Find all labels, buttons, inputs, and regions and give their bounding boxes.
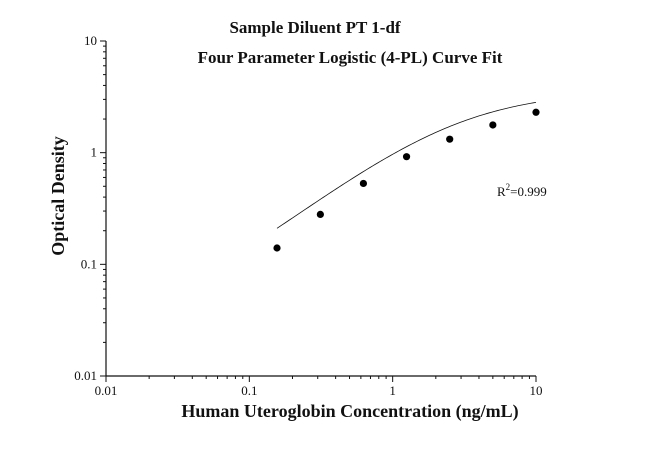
x-tick-label: 1 xyxy=(389,383,396,398)
chart-subtitle: Four Parameter Logistic (4-PL) Curve Fit xyxy=(198,48,503,67)
data-point xyxy=(402,153,411,161)
r-squared-value: =0.999 xyxy=(510,184,547,199)
data-point xyxy=(359,179,368,188)
r-squared-sup: 2 xyxy=(506,182,511,192)
chart-title: Sample Diluent PT 1-df xyxy=(229,18,400,37)
data-point xyxy=(446,135,454,143)
data-point xyxy=(489,121,497,129)
axes xyxy=(105,41,536,377)
r-squared-annotation: R2=0.999 xyxy=(497,182,547,199)
y-axis-title: Optical Density xyxy=(48,136,68,256)
y-tick-label: 0.1 xyxy=(81,256,97,271)
data-point xyxy=(532,108,540,116)
y-tick-label: 0.01 xyxy=(74,368,97,383)
data-points xyxy=(273,108,540,252)
r-squared-base: R xyxy=(497,184,506,199)
fit-curve-line xyxy=(276,101,537,229)
ticks xyxy=(100,40,537,382)
data-point xyxy=(316,210,324,219)
x-axis-title: Human Uteroglobin Concentration (ng/mL) xyxy=(181,401,518,422)
x-tick-label: 0.1 xyxy=(241,383,257,398)
data-point xyxy=(273,244,281,252)
tick-labels: 0.01 0.1 1 10 0.01 0.1 1 10 xyxy=(74,33,542,398)
x-tick-label: 10 xyxy=(530,383,543,398)
x-tick-label: 0.01 xyxy=(95,383,118,398)
y-tick-label: 1 xyxy=(91,145,98,160)
y-tick-label: 10 xyxy=(84,33,97,48)
